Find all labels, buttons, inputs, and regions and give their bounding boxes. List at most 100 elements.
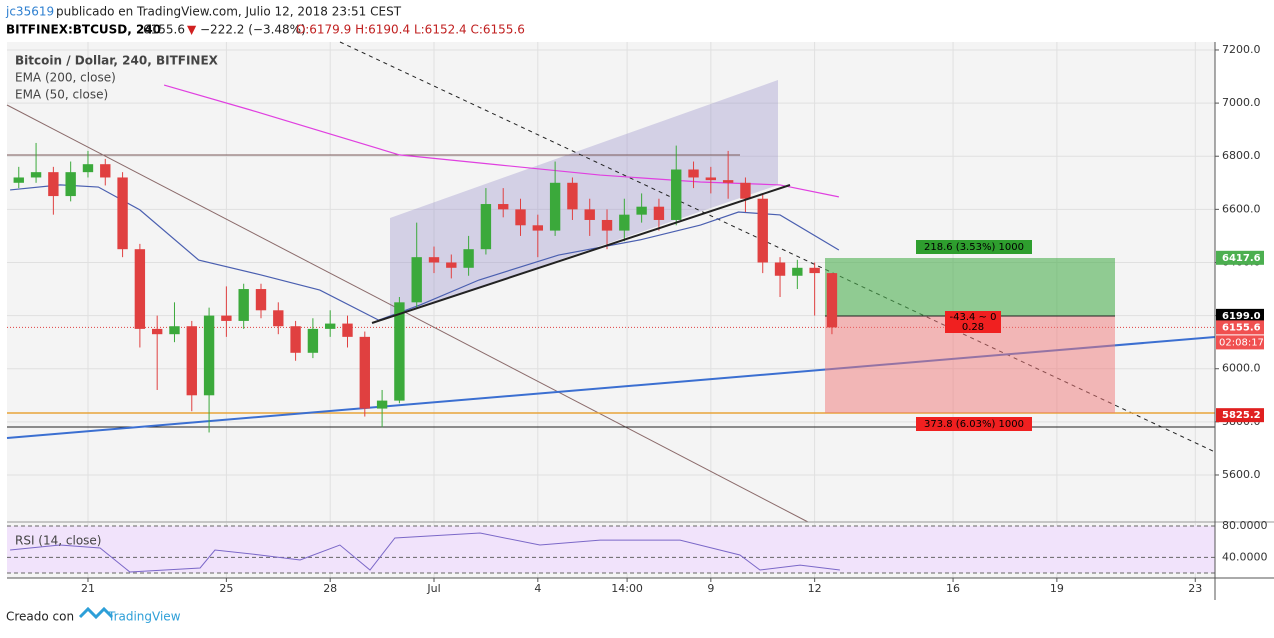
candle-body <box>325 323 336 329</box>
candle-body <box>584 209 595 220</box>
candle-body <box>151 328 163 335</box>
rsi-band <box>7 525 1215 573</box>
candle-body <box>722 180 734 183</box>
legend-entry: EMA (200, close) <box>15 71 116 85</box>
candle-body <box>809 267 820 274</box>
countdown-box <box>1216 335 1264 350</box>
candle-body <box>498 204 509 210</box>
candle-body <box>428 257 440 263</box>
candle-body <box>792 267 803 276</box>
y-tick-label: 6800.0 <box>1222 149 1261 162</box>
ohlc: O:6179.9 H:6190.4 L:6152.4 C:6155.6 <box>296 23 525 37</box>
candle-body <box>376 400 388 409</box>
candle-body <box>757 198 768 263</box>
y-tick-label: 7200.0 <box>1222 43 1261 56</box>
footer-text: Creado con <box>6 610 74 624</box>
published: publicado en TradingView.com, Julio 12, … <box>56 5 402 19</box>
candle-body <box>186 326 197 396</box>
x-tick-label: 16 <box>946 582 960 595</box>
grid <box>7 42 1215 578</box>
candle-body <box>532 225 544 231</box>
candle-body <box>359 336 370 409</box>
open-label-box <box>945 311 1001 333</box>
symbol: BITFINEX:BTCUSD, 240 <box>6 23 161 37</box>
candle-body <box>255 289 267 311</box>
price-label-box <box>1216 308 1264 323</box>
candle-body <box>394 302 405 401</box>
candle-body <box>567 182 578 210</box>
candle-body <box>48 172 59 197</box>
candle-body <box>740 182 751 199</box>
x-tick-label: 14:00 <box>611 582 643 595</box>
channel <box>390 80 778 318</box>
downtrend-line <box>6 104 809 523</box>
x-tick-label: 23 <box>1188 582 1202 595</box>
candle-body <box>100 164 111 178</box>
candle-body <box>290 326 301 353</box>
candle-body <box>601 219 613 231</box>
y-tick-label: 5600.0 <box>1222 468 1261 481</box>
target-label: 218.6 (3.53%) 1000 <box>924 242 1024 253</box>
candle-body <box>307 328 319 353</box>
candle-body <box>30 172 42 178</box>
candle-body <box>636 206 647 215</box>
target-zone <box>825 258 1115 316</box>
x-tick-label: 12 <box>808 582 822 595</box>
price-label: 6155.6 <box>1222 322 1261 333</box>
x-tick-label: 4 <box>534 582 541 595</box>
candle-body <box>705 177 717 181</box>
ema-line <box>163 84 839 198</box>
change: −222.2 (−3.48%) <box>200 23 306 37</box>
footer-brand[interactable]: TradingView <box>107 610 181 624</box>
ratio-label: 0.28 <box>962 322 984 333</box>
price-label: 6199.0 <box>1222 311 1261 322</box>
candle-body <box>117 177 128 250</box>
stop-label-box <box>916 417 1032 431</box>
price-label-box <box>1216 320 1264 335</box>
x-tick-label: 21 <box>81 582 95 595</box>
candle-body <box>826 273 838 328</box>
brand-logo <box>78 606 114 620</box>
x-tick-label: 28 <box>323 582 337 595</box>
target-label-box <box>916 240 1032 254</box>
candle-body <box>671 169 682 220</box>
rsi-tick-label: 40.0000 <box>1222 550 1268 563</box>
candle-body <box>515 209 526 226</box>
candle-body <box>273 310 284 327</box>
last-price: 6155.6 <box>143 23 185 37</box>
countdown: 02:08:17 <box>1219 337 1264 348</box>
author[interactable]: jc35619 <box>5 5 54 19</box>
candle-body <box>169 326 180 335</box>
candle-body <box>549 182 561 231</box>
open-pl-label: -43.4 ~ 0 <box>950 312 997 323</box>
support-trend-line <box>371 184 791 324</box>
price-label-box <box>1216 250 1264 265</box>
price-label: 6417.6 <box>1222 253 1261 264</box>
candle-body <box>82 164 94 173</box>
candle-body <box>13 177 24 183</box>
candle-body <box>411 257 422 303</box>
y-tick-label: 6600.0 <box>1222 202 1261 215</box>
candle-body <box>619 214 630 231</box>
candle-body <box>203 315 215 396</box>
x-tick-label: 9 <box>707 582 714 595</box>
chart-title: Bitcoin / Dollar, 240, BITFINEX <box>15 54 219 68</box>
legend-entry: EMA (50, close) <box>15 88 108 102</box>
x-tick-label: 25 <box>219 582 233 595</box>
candle-body <box>774 262 786 276</box>
candle-body <box>238 289 249 321</box>
dashed-trend-line <box>339 41 1216 453</box>
candle-body <box>65 172 76 197</box>
rsi-line <box>10 532 840 573</box>
candle-body <box>463 249 474 268</box>
price-label-box <box>1216 408 1264 423</box>
candle-body <box>480 204 492 250</box>
x-tick-label: Jul <box>426 582 440 595</box>
y-tick-label: 7000.0 <box>1222 96 1261 109</box>
change-arrow: ▼ <box>187 23 197 37</box>
candle-body <box>134 249 146 329</box>
candle-body <box>446 262 457 268</box>
candle-body <box>653 206 665 220</box>
candle-body <box>342 323 353 337</box>
